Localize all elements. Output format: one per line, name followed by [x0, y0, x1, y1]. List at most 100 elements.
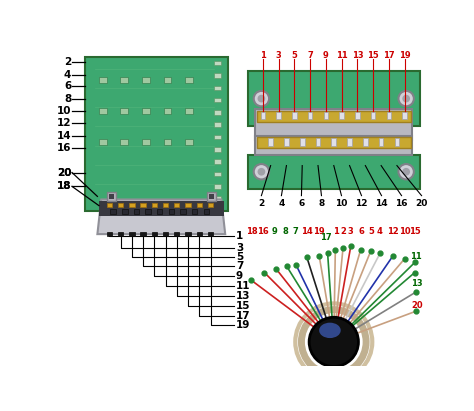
Text: 4: 4	[377, 227, 383, 236]
Text: 8: 8	[283, 227, 288, 236]
Text: 20: 20	[411, 300, 423, 309]
Bar	[146, 210, 151, 214]
Text: 11: 11	[236, 282, 250, 291]
Bar	[134, 210, 139, 214]
Bar	[107, 192, 116, 201]
Text: 12: 12	[355, 199, 368, 208]
Text: 16: 16	[257, 227, 269, 236]
Text: 12: 12	[387, 227, 399, 236]
Text: 5: 5	[292, 51, 297, 60]
Text: 17: 17	[236, 311, 251, 321]
Bar	[387, 112, 391, 119]
Text: 7: 7	[236, 261, 243, 271]
Bar	[214, 147, 220, 152]
Bar	[257, 137, 411, 148]
Text: 1: 1	[333, 227, 339, 236]
Bar	[395, 138, 399, 145]
Bar	[164, 139, 171, 145]
Bar	[208, 232, 213, 236]
Bar	[214, 85, 220, 90]
Circle shape	[254, 91, 269, 106]
Bar	[185, 203, 191, 207]
Text: 19: 19	[236, 320, 250, 330]
Bar	[185, 77, 193, 83]
Bar	[379, 138, 383, 145]
Bar	[214, 184, 220, 189]
Bar	[140, 232, 146, 236]
Bar	[316, 138, 320, 145]
Bar	[107, 203, 112, 207]
Bar	[140, 203, 146, 207]
Circle shape	[257, 168, 265, 175]
Bar	[214, 135, 220, 139]
Bar	[120, 108, 128, 114]
Bar	[197, 232, 202, 236]
Bar	[292, 112, 297, 119]
Bar	[208, 203, 213, 207]
Bar	[157, 210, 163, 214]
Text: 20: 20	[415, 199, 428, 208]
Bar	[197, 203, 202, 207]
Text: 3: 3	[348, 227, 354, 236]
Bar	[122, 210, 128, 214]
Bar	[120, 139, 128, 145]
Circle shape	[254, 164, 269, 180]
Bar	[214, 196, 220, 201]
Text: 3: 3	[276, 51, 282, 60]
Text: 8: 8	[64, 95, 71, 104]
Text: 3: 3	[236, 243, 243, 253]
Bar	[261, 112, 265, 119]
Bar	[255, 136, 412, 155]
Bar	[371, 112, 375, 119]
Text: 10: 10	[57, 106, 71, 116]
Bar	[142, 108, 150, 114]
Text: 9: 9	[323, 51, 329, 60]
Bar	[339, 112, 344, 119]
Bar	[180, 210, 186, 214]
Bar	[163, 203, 168, 207]
Text: 18: 18	[57, 181, 71, 192]
Bar	[185, 108, 193, 114]
Bar	[99, 201, 224, 217]
Bar	[185, 139, 193, 145]
Circle shape	[257, 95, 265, 102]
Text: 17: 17	[320, 233, 332, 242]
Bar	[118, 232, 123, 236]
Bar	[324, 112, 328, 119]
Bar	[276, 112, 281, 119]
Circle shape	[399, 91, 414, 106]
Circle shape	[402, 95, 410, 102]
Bar	[99, 77, 107, 83]
Bar	[169, 210, 174, 214]
Text: 2: 2	[340, 227, 346, 236]
Text: 12: 12	[57, 118, 71, 128]
Bar	[142, 77, 150, 83]
Text: 8: 8	[319, 199, 325, 208]
Text: 19: 19	[399, 51, 410, 60]
Bar	[247, 155, 420, 189]
Text: 2: 2	[258, 199, 264, 208]
Bar	[355, 112, 360, 119]
Text: 13: 13	[236, 291, 250, 301]
Circle shape	[402, 168, 410, 175]
Bar	[255, 109, 412, 140]
Bar	[257, 111, 411, 122]
Bar	[214, 73, 220, 78]
Text: 6: 6	[358, 227, 365, 236]
Text: 18: 18	[57, 181, 71, 192]
Bar	[247, 71, 420, 126]
Bar	[214, 172, 220, 176]
Bar	[214, 122, 220, 127]
Text: 20: 20	[57, 168, 71, 178]
Text: 9: 9	[272, 227, 277, 236]
Bar	[174, 232, 180, 236]
Bar	[142, 139, 150, 145]
Text: 6: 6	[64, 81, 71, 91]
Bar	[347, 138, 352, 145]
Bar	[110, 210, 116, 214]
Text: 11: 11	[336, 51, 347, 60]
Bar	[99, 108, 107, 114]
Bar	[214, 110, 220, 115]
Bar	[207, 192, 216, 201]
Bar	[120, 77, 128, 83]
